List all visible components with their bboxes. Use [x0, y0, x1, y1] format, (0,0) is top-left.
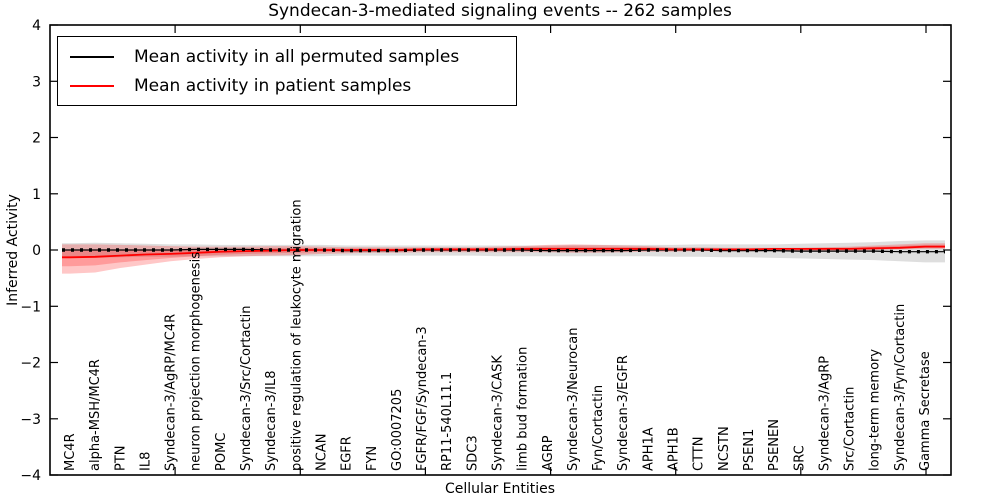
x-category-label: neuron projection morphogenesis	[189, 252, 204, 471]
x-axis-label: Cellular Entities	[444, 481, 556, 497]
y-tick-label: 0	[32, 243, 41, 259]
x-category-label: Fyn/Cortactin	[591, 385, 606, 471]
x-category-label: POMC	[214, 433, 229, 471]
x-category-label: FYN	[365, 446, 380, 471]
x-category-label: GO:0007205	[390, 389, 405, 471]
y-tick-label: 4	[32, 18, 41, 34]
permuted-line-swatch	[70, 55, 114, 58]
x-category-label: Src/Cortactin	[843, 387, 858, 471]
legend-label: Mean activity in all permuted samples	[134, 46, 460, 67]
x-category-label: Syndecan-3/EGFR	[616, 355, 631, 471]
patient-line-swatch	[70, 84, 114, 87]
y-tick-label: 1	[32, 187, 41, 203]
y-tick-label: −3	[20, 412, 41, 428]
x-category-label: NCSTN	[717, 426, 732, 471]
y-tick-label: −4	[20, 468, 41, 484]
legend-entry-patient: Mean activity in patient samples	[70, 71, 504, 100]
x-category-label: FGFR/FGF/Syndecan-3	[415, 326, 430, 471]
legend-label: Mean activity in patient samples	[134, 75, 412, 96]
x-category-label: APH1B	[667, 427, 682, 471]
x-category-label: SRC	[792, 445, 807, 471]
x-category-label: Syndecan-3/AgRP	[817, 356, 832, 471]
x-category-label: Syndecan-3/Fyn/Cortactin	[893, 304, 908, 471]
x-category-label: APH1A	[641, 427, 656, 471]
x-category-label: limb bud formation	[516, 347, 531, 471]
x-category-label: Syndecan-3/Neurocan	[566, 328, 581, 471]
x-category-label: PSENEN	[767, 419, 782, 471]
x-category-label: CTTN	[692, 437, 707, 471]
x-category-label: RP11-540L11.1	[440, 372, 455, 471]
x-category-label: Syndecan-3/Src/Cortactin	[239, 305, 254, 471]
y-tick-label: −1	[20, 299, 41, 315]
y-tick-label: 2	[32, 131, 41, 147]
x-category-label: Syndecan-3/IL8	[264, 371, 279, 471]
y-tick-label: 3	[32, 74, 41, 90]
y-tick-label: −2	[20, 356, 41, 372]
x-category-label: positive regulation of leukocyte migrati…	[289, 199, 304, 471]
x-category-label: Syndecan-3/CASK	[491, 355, 506, 471]
chart-title: Syndecan-3-mediated signaling events -- …	[268, 1, 732, 21]
x-category-label: Gamma Secretase	[918, 351, 933, 471]
legend-entry-permuted: Mean activity in all permuted samples	[70, 42, 504, 71]
x-category-label: PTN	[113, 445, 128, 471]
x-category-label: NCAN	[315, 434, 330, 471]
x-category-label: PSEN1	[742, 429, 757, 471]
legend: Mean activity in all permuted samples Me…	[57, 36, 517, 106]
x-category-label: AGRP	[541, 435, 556, 471]
x-category-label: MC4R	[63, 433, 78, 471]
x-category-label: SDC3	[465, 435, 480, 471]
patient-mean-line	[62, 245, 945, 259]
x-category-label: Syndecan-3/AgRP/MC4R	[164, 314, 179, 471]
x-category-label: alpha-MSH/MC4R	[88, 359, 103, 471]
x-category-label: long-term memory	[868, 349, 883, 471]
x-category-label: IL8	[138, 452, 153, 471]
x-category-label: EGFR	[340, 436, 355, 471]
